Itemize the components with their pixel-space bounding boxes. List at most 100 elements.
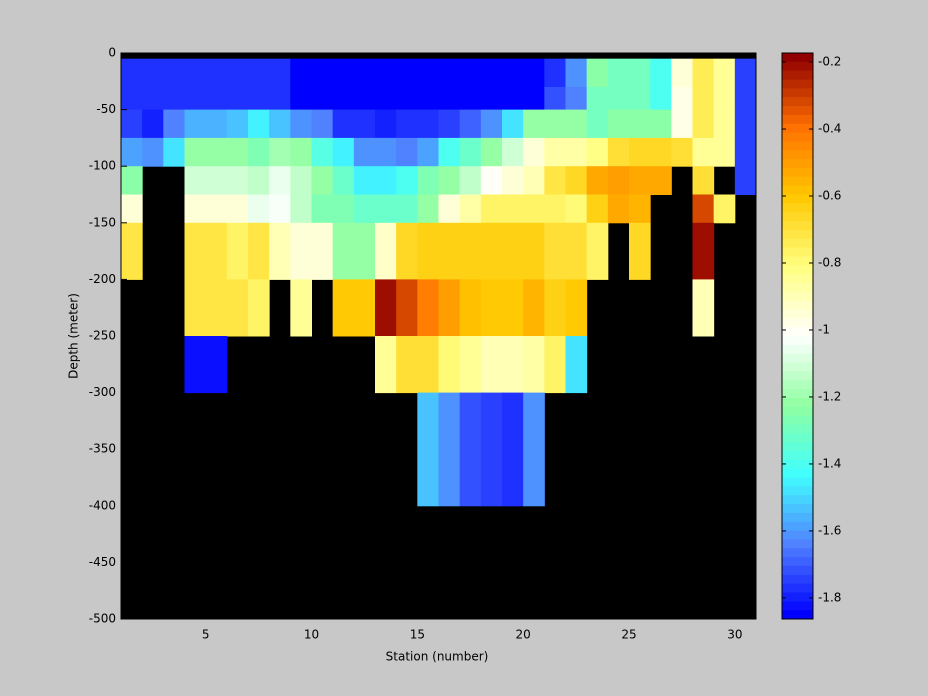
colorbar-segment <box>782 504 813 514</box>
heat-cell <box>269 86 291 111</box>
heat-cell <box>121 222 143 280</box>
heat-cell <box>375 336 397 394</box>
heat-cell <box>459 137 482 167</box>
heat-cell <box>692 137 715 167</box>
colorbar-segment <box>782 397 813 408</box>
heat-cell <box>396 86 418 111</box>
heat-cell <box>734 137 757 167</box>
y-tick-label: -50 <box>96 102 116 116</box>
heat-cell <box>459 166 482 195</box>
x-axis-label: Station (number) <box>386 650 489 664</box>
heat-cell <box>607 58 630 88</box>
y-tick-label: -350 <box>89 442 116 456</box>
heat-cell <box>375 166 397 195</box>
colorbar-tick-label: -1.2 <box>818 389 841 403</box>
colorbar-segment <box>782 442 813 452</box>
heat-cell <box>226 137 249 167</box>
colorbar-segment <box>782 557 813 567</box>
colorbar-segment <box>782 477 813 487</box>
heat-cell <box>205 279 228 337</box>
heat-cell <box>523 109 545 139</box>
heat-cell <box>332 58 355 88</box>
heat-cell <box>311 222 334 280</box>
heat-cell <box>269 109 291 139</box>
colorbar-segment <box>782 300 813 310</box>
heat-cell <box>332 194 355 224</box>
heat-cell <box>480 279 503 337</box>
heat-cell <box>269 58 291 88</box>
heat-cell <box>480 58 503 88</box>
x-tick-label: 25 <box>621 628 636 642</box>
heat-cell <box>184 279 207 337</box>
colorbar-segment <box>782 344 813 355</box>
heat-cell <box>671 137 693 167</box>
y-tick-label: -200 <box>89 272 116 286</box>
colorbar-segment <box>782 362 813 372</box>
heat-cell <box>248 86 270 111</box>
heat-cell <box>163 58 185 88</box>
colorbar-tick-label: -0.2 <box>818 55 841 69</box>
colorbar-segment <box>782 150 813 160</box>
colorbar-segment <box>782 53 813 63</box>
colorbar-segment <box>782 159 813 169</box>
heat-cell <box>332 222 355 280</box>
y-tick-label: -100 <box>89 159 116 173</box>
heat-cell <box>586 86 609 111</box>
colorbar-segment <box>782 229 813 240</box>
heat-cell <box>396 336 418 394</box>
heat-cell <box>502 279 524 337</box>
heat-cell <box>459 194 482 224</box>
heat-cell <box>586 109 609 139</box>
colorbar-segment <box>782 221 813 231</box>
heat-cell <box>523 86 545 111</box>
heat-cell <box>480 222 503 280</box>
heat-cell <box>438 279 461 337</box>
heat-cell <box>480 109 503 139</box>
heat-cell <box>565 279 588 337</box>
heat-cell <box>248 58 270 88</box>
colorbar-segment <box>782 592 813 602</box>
heat-cell <box>650 86 672 111</box>
heat-cell <box>544 86 566 111</box>
heat-cell <box>459 86 482 111</box>
heat-cell <box>248 194 270 224</box>
heat-cell <box>438 58 461 88</box>
heat-cell <box>226 279 249 337</box>
heat-cell <box>184 222 207 280</box>
colorbar-segment <box>782 450 813 461</box>
heat-cell <box>544 166 566 195</box>
heat-cell <box>459 279 482 337</box>
heat-cell <box>629 166 651 195</box>
colorbar-segment <box>782 327 813 337</box>
y-tick-label: 0 <box>108 46 116 60</box>
heat-cell <box>586 194 609 224</box>
heat-cell <box>205 222 228 280</box>
colorbar-segment <box>782 565 813 576</box>
heat-cell <box>226 194 249 224</box>
heat-cell <box>248 109 270 139</box>
colorbar-segment <box>782 185 813 195</box>
y-tick-label: -450 <box>89 555 116 569</box>
y-tick-label: -500 <box>89 612 116 626</box>
heat-cell <box>417 86 439 111</box>
heat-cell <box>417 222 439 280</box>
colorbar-segment <box>782 247 813 257</box>
heat-cell <box>396 222 418 280</box>
heat-cell <box>226 166 249 195</box>
heat-cell <box>353 86 376 111</box>
heat-cell <box>121 137 143 167</box>
colorbar-segment <box>782 353 813 364</box>
heat-cell <box>375 279 397 337</box>
heat-cell <box>396 137 418 167</box>
colorbar-segment <box>782 495 813 505</box>
heat-cell <box>502 86 524 111</box>
heat-cell <box>269 166 291 195</box>
colorbar-segment <box>782 336 813 346</box>
heat-cell <box>480 336 503 394</box>
heat-cell <box>184 58 207 88</box>
heat-cell <box>121 109 143 139</box>
heat-cell <box>417 137 439 167</box>
colorbar-segment <box>782 371 813 381</box>
heat-cell <box>480 137 503 167</box>
